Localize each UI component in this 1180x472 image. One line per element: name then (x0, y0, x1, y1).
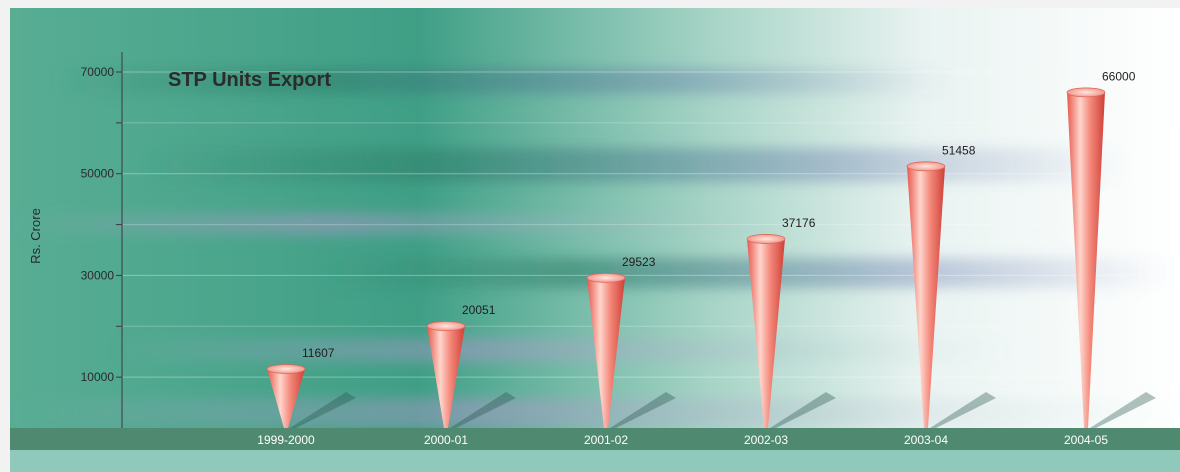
bar (746, 234, 836, 428)
bar-body (427, 326, 465, 428)
bar-shadow (770, 392, 836, 428)
bar (586, 272, 676, 428)
bar (426, 321, 516, 428)
y-tick-label: 10000 (81, 370, 115, 384)
bar-top (586, 272, 626, 283)
data-label: 20051 (462, 303, 496, 317)
x-tick-label: 2003-04 (904, 433, 948, 447)
bar-shadow (450, 392, 516, 428)
data-label: 37176 (782, 216, 816, 230)
x-tick-label: 2002-03 (744, 433, 788, 447)
data-label: 51458 (942, 143, 976, 157)
y-axis-label: Rs. Crore (28, 208, 43, 264)
bar-top (746, 234, 786, 244)
data-label: 29523 (622, 255, 656, 269)
bar-body (907, 166, 945, 428)
x-tick-label: 2001-02 (584, 433, 628, 447)
data-label: 66000 (1102, 69, 1136, 83)
bars: 11607 20051 29523 37176 51458 66000 (266, 69, 1156, 428)
chart: 10000 30000 50000 70000 11607 20051 29523 3717… (10, 8, 1180, 472)
bar-top (266, 364, 306, 374)
y-tick-label: 70000 (81, 65, 115, 79)
bar-top (906, 161, 946, 172)
bar-shadow (1090, 392, 1156, 428)
bar-top (1066, 87, 1106, 98)
data-label: 11607 (302, 346, 335, 360)
bar-body (747, 238, 785, 428)
chart-background (10, 8, 1180, 472)
y-tick-label: 50000 (81, 167, 115, 181)
chart-title: STP Units Export (168, 69, 331, 91)
x-axis: 1999-2000 2000-01 2001-02 2002-03 2003-04 200… (257, 433, 1108, 447)
x-tick-label: 2004-05 (1064, 433, 1108, 447)
y-axis: 10000 30000 50000 70000 (81, 52, 123, 428)
bar (1066, 87, 1156, 428)
y-tick-label: 30000 (81, 268, 115, 282)
bar-shadow (290, 392, 356, 428)
bar-shadow (610, 392, 676, 428)
x-tick-label: 1999-2000 (257, 433, 315, 447)
bar-body (587, 277, 625, 428)
bar-body (1067, 92, 1105, 428)
x-axis-band (10, 428, 1180, 450)
bar (906, 161, 996, 428)
bar (266, 364, 356, 428)
x-tick-label: 2000-01 (424, 433, 468, 447)
bar-body (267, 368, 305, 428)
bar-shadow (930, 392, 996, 428)
bar-top (426, 321, 466, 331)
